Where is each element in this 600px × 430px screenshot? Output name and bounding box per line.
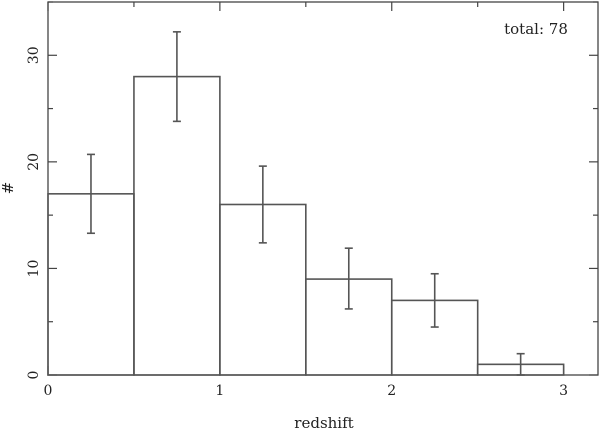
y-tick-label: 10 [26,260,42,278]
x-axis-label: redshift [294,414,353,430]
y-axis-label: # [0,182,17,195]
x-tick-label: 2 [387,383,396,399]
y-tick-label: 0 [26,371,42,380]
y-tick-label: 20 [26,153,42,171]
y-tick-label: 30 [26,46,42,64]
total-annotation: total: 78 [504,20,568,38]
plot-frame [47,1,599,376]
x-tick-label: 0 [44,383,53,399]
x-tick-label: 1 [215,383,224,399]
x-tick-label: 3 [559,383,568,399]
